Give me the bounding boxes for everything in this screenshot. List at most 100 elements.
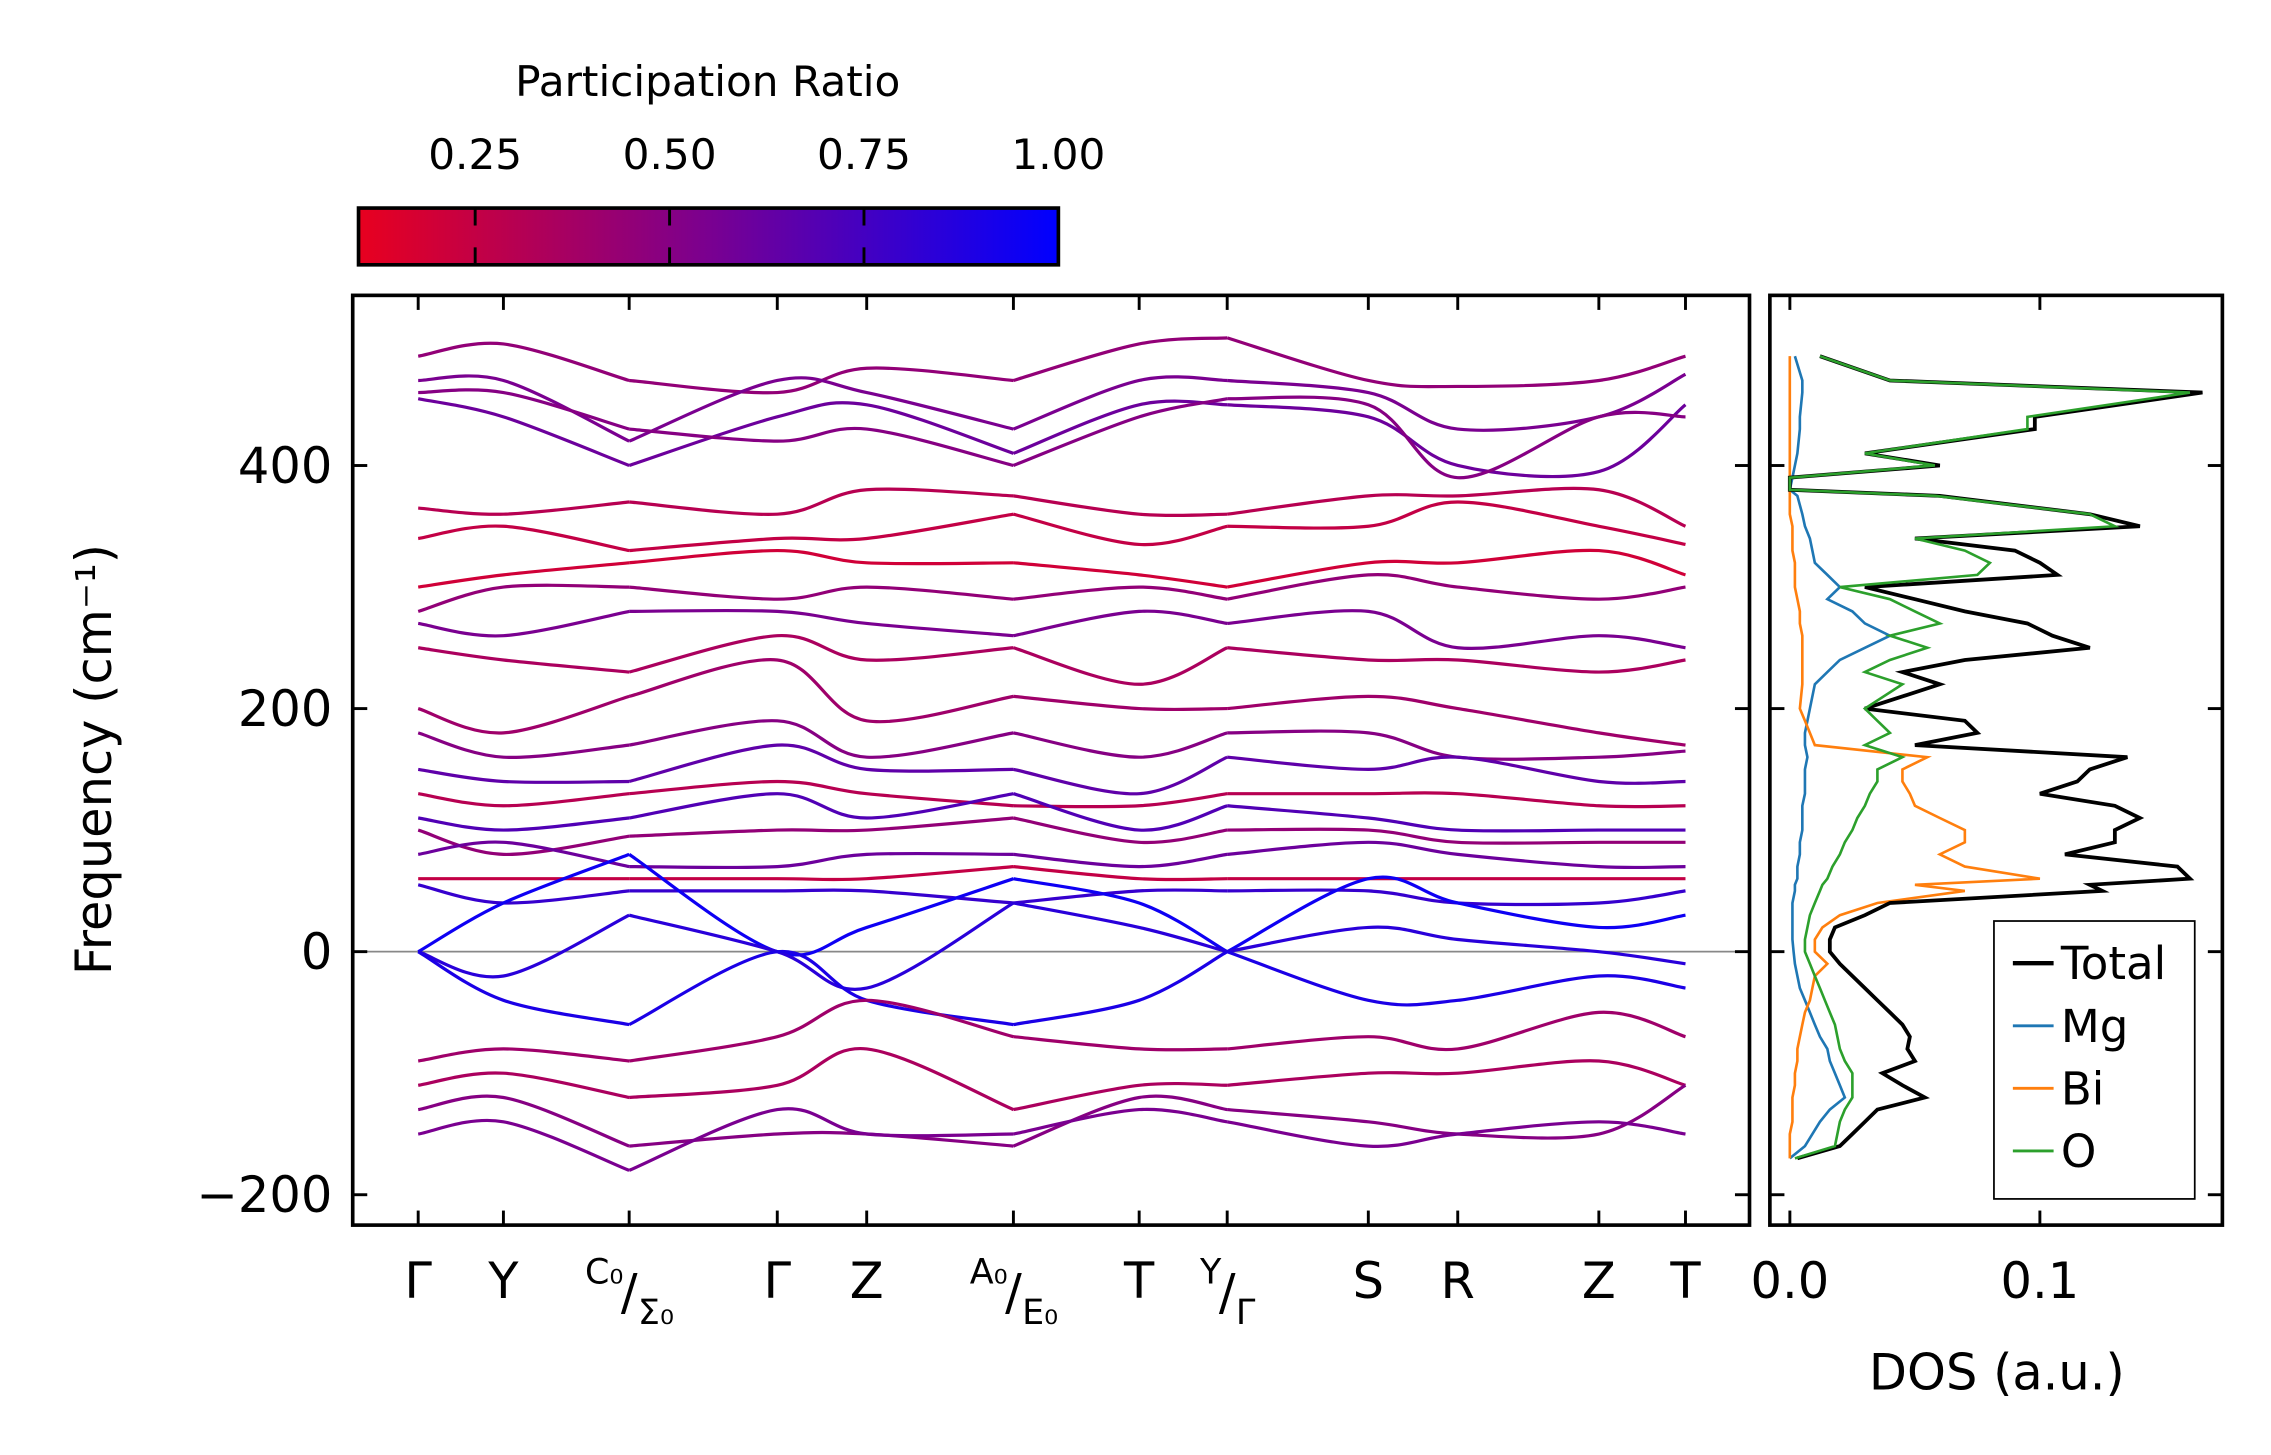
phonon-band bbox=[1012, 397, 1228, 467]
phonon-band bbox=[629, 816, 1014, 838]
k-point-label: T bbox=[1123, 1252, 1155, 1310]
phonon-band bbox=[1227, 395, 1686, 480]
phonon-band bbox=[628, 401, 1014, 467]
phonon-band bbox=[417, 828, 630, 856]
y-axis-label: Frequency (cm⁻¹) bbox=[65, 544, 123, 975]
phonon-band bbox=[417, 1047, 630, 1063]
phonon-band bbox=[629, 888, 1014, 905]
phonon-band bbox=[628, 998, 1014, 1063]
dos-x-tick-label: 0.0 bbox=[1751, 1252, 1830, 1310]
k-point-label-left: A₀ bbox=[970, 1252, 1008, 1292]
phonon-band bbox=[417, 609, 630, 638]
phonon-band bbox=[1013, 877, 1228, 954]
dos-curve-o bbox=[1788, 354, 2191, 1160]
y-tick-label: 200 bbox=[238, 680, 332, 738]
k-point-slash: / bbox=[1219, 1263, 1236, 1321]
colorbar-tick-label: 1.00 bbox=[1011, 130, 1105, 179]
dos-plot: 0.0 0.1 DOS (a.u.) Total Mg Bi O bbox=[1751, 293, 2225, 1402]
phonon-band bbox=[628, 658, 1014, 724]
phonon-band bbox=[1227, 694, 1686, 747]
phonon-band bbox=[417, 913, 630, 979]
k-point-label-right: Γ bbox=[1236, 1293, 1256, 1333]
dos-curve-bi bbox=[1788, 356, 2041, 1159]
phonon-band bbox=[1013, 865, 1228, 882]
phonon-band bbox=[1012, 792, 1228, 832]
k-point-slash: / bbox=[621, 1263, 638, 1321]
phonon-band bbox=[628, 743, 1014, 784]
phonon-band bbox=[417, 840, 630, 869]
phonon-band bbox=[1013, 561, 1228, 589]
phonon-band bbox=[1227, 804, 1686, 833]
phonon-band bbox=[1013, 888, 1228, 905]
phonon-band bbox=[1013, 585, 1228, 601]
phonon-band bbox=[1227, 827, 1686, 845]
phonon-band bbox=[1226, 1120, 1686, 1148]
phonon-band bbox=[1226, 875, 1686, 954]
phonon-band bbox=[1013, 1081, 1228, 1112]
phonon-band bbox=[1226, 925, 1686, 966]
phonon-band bbox=[417, 816, 630, 832]
y-tick-label: −200 bbox=[196, 1166, 332, 1224]
colorbar-tick-label: 0.75 bbox=[817, 130, 911, 179]
phonon-band bbox=[1013, 731, 1228, 759]
phonon-band bbox=[418, 500, 630, 516]
phonon-band bbox=[1013, 694, 1228, 712]
k-point-label: Y bbox=[487, 1252, 519, 1310]
phonon-band bbox=[1226, 573, 1686, 601]
x-axis-label-dos: DOS (a.u.) bbox=[1869, 1344, 2125, 1402]
phonon-band bbox=[1227, 646, 1686, 674]
k-point-label-left: Y bbox=[1199, 1252, 1222, 1292]
phonon-band bbox=[1013, 852, 1228, 869]
phonon-band bbox=[417, 767, 630, 784]
colorbar: Participation Ratio 0.25 0.50 0.75 1.00 bbox=[356, 57, 1105, 267]
colorbar-gradient bbox=[356, 206, 1061, 267]
phonon-band bbox=[1227, 500, 1686, 547]
phonon-band bbox=[1226, 486, 1687, 528]
phonon-band bbox=[1012, 1094, 1228, 1148]
phonon-band bbox=[1226, 336, 1686, 389]
legend-label: Mg bbox=[2061, 1000, 2129, 1053]
phonon-band bbox=[629, 426, 1014, 468]
phonon-band bbox=[628, 376, 1014, 443]
colorbar-tick-label: 0.50 bbox=[623, 130, 717, 179]
phonon-band bbox=[629, 851, 1014, 870]
k-point-label: Γ bbox=[404, 1252, 432, 1310]
phonon-band bbox=[1227, 791, 1686, 809]
phonon-band bbox=[417, 792, 630, 808]
phonon-band bbox=[417, 731, 630, 760]
phonon-band bbox=[629, 487, 1014, 516]
phonon-band bbox=[629, 512, 1014, 553]
dos-curve-total bbox=[1787, 354, 2203, 1161]
phonon-band bbox=[629, 1047, 1015, 1112]
phonon-band bbox=[1227, 755, 1686, 785]
legend: Total Mg Bi O bbox=[1993, 920, 2196, 1200]
phonon-band bbox=[1013, 1107, 1228, 1136]
phonon-band bbox=[629, 548, 1014, 566]
phonon-band bbox=[417, 397, 630, 467]
phonon-band bbox=[1013, 1035, 1228, 1052]
phonon-band bbox=[418, 374, 630, 443]
dos-plot-frame bbox=[1768, 293, 2225, 1227]
phonon-band bbox=[1013, 609, 1228, 638]
dos-curve-mg bbox=[1788, 355, 1893, 1160]
phonon-band bbox=[1013, 792, 1228, 809]
colorbar-tick-label: 0.25 bbox=[428, 130, 522, 179]
phonon-band bbox=[417, 524, 630, 553]
k-point-label-left: C₀ bbox=[585, 1252, 623, 1292]
phonon-band bbox=[1227, 1083, 1687, 1140]
phonon-band bbox=[417, 694, 630, 735]
phonon-band bbox=[628, 792, 1014, 820]
phonon-band bbox=[1012, 646, 1228, 686]
legend-label: Bi bbox=[2061, 1062, 2104, 1115]
y-tick-label: 400 bbox=[238, 437, 332, 495]
colorbar-label: Participation Ratio bbox=[515, 57, 900, 106]
phonon-band bbox=[628, 719, 1014, 759]
k-point-label: T bbox=[1669, 1252, 1701, 1310]
phonon-band bbox=[417, 1094, 630, 1148]
phonon-band bbox=[628, 634, 1014, 674]
legend-box bbox=[1993, 920, 2196, 1200]
phonon-band bbox=[417, 852, 630, 954]
phonon-band bbox=[417, 1071, 630, 1100]
phonon-band bbox=[1013, 816, 1228, 845]
k-point-label-right: E₀ bbox=[1022, 1293, 1058, 1333]
